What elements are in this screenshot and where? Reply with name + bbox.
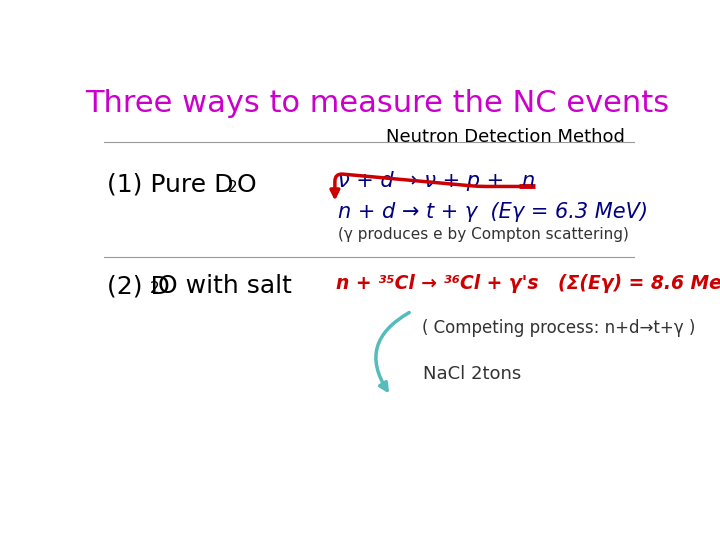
Text: Neutron Detection Method: Neutron Detection Method bbox=[386, 128, 625, 146]
Text: (γ produces e by Compton scattering): (γ produces e by Compton scattering) bbox=[338, 226, 629, 241]
Text: Three ways to measure the NC events: Three ways to measure the NC events bbox=[85, 90, 669, 118]
Text: n + ³⁵Cl → ³⁶Cl + γ's   (Σ(Eγ) = 8.6 MeV): n + ³⁵Cl → ³⁶Cl + γ's (Σ(Eγ) = 8.6 MeV) bbox=[336, 274, 720, 293]
Text: ν + d → ν + p +: ν + d → ν + p + bbox=[338, 171, 510, 191]
Text: 2: 2 bbox=[228, 179, 238, 194]
Text: n + d → t + γ  (Eγ = 6.3 MeV): n + d → t + γ (Eγ = 6.3 MeV) bbox=[338, 202, 648, 222]
Text: (2) D: (2) D bbox=[107, 274, 170, 298]
Text: (1) Pure D: (1) Pure D bbox=[107, 173, 233, 197]
Text: NaCl 2tons: NaCl 2tons bbox=[423, 365, 521, 383]
Text: ( Competing process: n+d→t+γ ): ( Competing process: n+d→t+γ ) bbox=[422, 319, 695, 337]
Text: n: n bbox=[521, 171, 534, 191]
Text: O with salt: O with salt bbox=[158, 274, 292, 298]
Text: 2: 2 bbox=[150, 281, 159, 296]
Text: O: O bbox=[236, 173, 256, 197]
